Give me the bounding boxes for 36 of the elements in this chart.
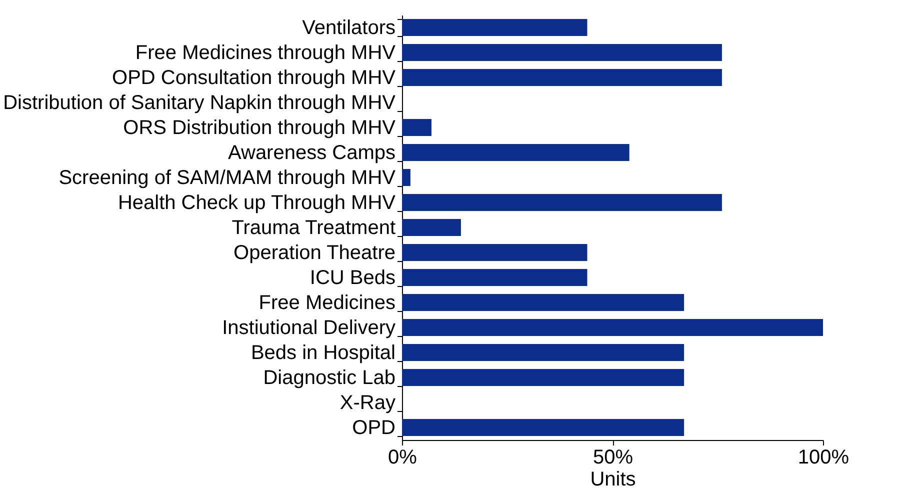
y-tick-label: Ventilators xyxy=(302,17,396,39)
x-tick-label: 100% xyxy=(798,446,850,468)
y-tick-label: Awareness Camps xyxy=(228,142,396,164)
y-tick-label: Health Check up Through MHV xyxy=(118,192,396,214)
bar xyxy=(402,69,722,86)
bar xyxy=(402,169,410,186)
y-tick-label: Free Medicines through MHV xyxy=(135,42,396,64)
bar xyxy=(402,19,588,36)
y-tick-label: Screening of SAM/MAM through MHV xyxy=(58,167,396,189)
x-tick-label: 50% xyxy=(592,446,634,468)
y-tick-label: Operation Theatre xyxy=(234,242,396,264)
y-tick-label: OPD xyxy=(352,417,396,439)
y-tick-label: Distribution of Sanitary Napkin through MHV xyxy=(3,92,396,114)
bar xyxy=(402,194,722,211)
y-tick-label: Diagnostic Lab xyxy=(263,367,396,389)
y-tick-label: ORS Distribution through MHV xyxy=(123,117,396,139)
bar xyxy=(402,219,461,236)
x-axis-title: Units xyxy=(590,468,636,490)
y-tick-label: Beds in Hospital xyxy=(250,342,396,364)
y-tick-label: X-Ray xyxy=(340,392,396,414)
bar xyxy=(402,369,684,386)
bar xyxy=(402,44,722,61)
y-tick-label: ICU Beds xyxy=(310,267,396,289)
y-tick-label: Trauma Treatment xyxy=(232,217,396,239)
bar xyxy=(402,244,588,261)
y-tick-label: Free Medicines xyxy=(258,292,396,314)
y-tick-label: OPD Consultation through MHV xyxy=(112,67,396,89)
bar xyxy=(402,294,684,311)
bar xyxy=(402,344,684,361)
bar xyxy=(402,419,684,436)
bar xyxy=(402,144,630,161)
bar xyxy=(402,269,588,286)
x-tick-label: 0% xyxy=(388,446,418,468)
bar xyxy=(402,119,432,136)
bar xyxy=(402,319,823,336)
y-tick-label: Instiutional Delivery xyxy=(222,317,396,339)
